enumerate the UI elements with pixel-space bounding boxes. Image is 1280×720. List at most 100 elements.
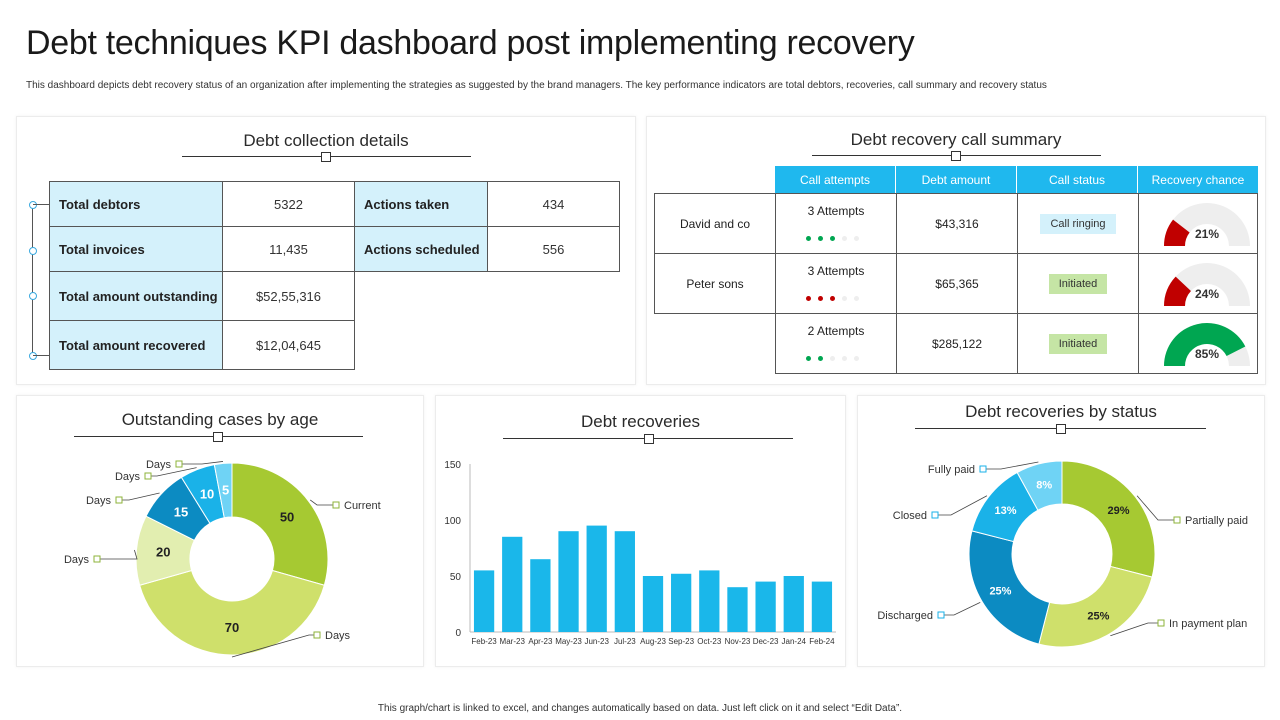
donut-slice [139,569,325,656]
slice-value-label: 50 [280,509,294,524]
y-tick-label: 100 [444,516,461,527]
donut-slice [1061,460,1156,578]
side-dot [29,247,37,255]
legend-leader-line [941,601,981,616]
recovery-gauge: 85% [1164,322,1250,366]
donut-slice [213,462,233,519]
legend-marker [1157,619,1165,627]
legend-leader-line [983,461,1039,470]
x-tick-label: Aug-23 [640,637,666,646]
legend-marker [937,611,945,619]
debtor-name-cell: David and co [654,193,776,254]
legend-marker [313,631,321,639]
attempt-dot-filled [806,355,811,361]
attempt-dot-filled [830,235,835,241]
bar [473,570,495,632]
attempt-dot-filled [830,295,835,301]
legend-label: Days [86,495,112,507]
slice-value-label: 13% [994,505,1016,517]
recovery-chance-cell: 85% [1138,313,1258,374]
bar [755,581,776,632]
bar [811,581,833,632]
call-summary-card: Debt recovery call summary Call attempts… [646,116,1266,385]
legend-label: Current [344,500,381,512]
x-tick-label: Sep-23 [668,637,694,646]
recoveries-status-title: Debt recoveries by status [965,402,1157,421]
attempt-dots [806,230,866,244]
actions-scheduled-label: Actions scheduled [354,226,488,272]
x-tick-label: May-23 [555,637,582,646]
legend-label: Discharged [877,610,933,622]
side-tick [33,355,49,356]
outstanding-cases-donut-chart: 50 Current 70 Days 20 Days 15 Days 10 Days 5 Days [64,459,381,658]
call-status-badge: Initiated [1048,333,1108,354]
bar [671,573,692,632]
legend-marker [93,555,101,563]
debt-recoveries-card: Debt recoveries 0 50 100 150 Feb-23 Mar-23 Apr… [435,395,846,667]
title-divider-knob [644,434,654,444]
bar [783,576,804,632]
call-status-badge: Call ringing [1040,213,1116,234]
legend-label: Days [146,459,172,471]
side-dot [29,292,37,300]
donut-slice [968,530,1051,645]
attempt-dot-empty [854,235,859,241]
legend-leader-line [1110,622,1161,637]
recovery-gauge: 21% [1164,202,1250,246]
attempt-dots [806,290,866,304]
slice-value-label: 25% [989,585,1011,597]
x-tick-label: Feb-23 [471,637,497,646]
call-attempts-cell: 2 Attempts [775,313,897,374]
gauge-value: 21% [1195,227,1219,241]
legend-marker [931,511,939,519]
total-recovered-value: $12,04,645 [222,320,355,370]
donut-slice [1016,460,1063,511]
legend-label: Days [64,554,90,566]
bar [502,536,523,632]
call-summary-title: Debt recovery call summary [850,130,1062,149]
call-attempts-text: 2 Attempts [807,323,865,338]
legend-label: Closed [893,510,927,522]
bar [614,531,635,632]
recovery-chance-cell: 21% [1138,193,1258,254]
debt-amount-cell: $65,365 [896,253,1018,314]
side-dot [29,352,37,360]
legend-marker [979,465,987,473]
legend-label: Days [115,471,141,483]
attempt-dot-filled [818,355,823,361]
attempt-dot-empty [842,235,847,241]
slice-value-label: 8% [1036,480,1052,492]
y-tick-label: 50 [450,572,462,583]
legend-leader-line [309,499,336,506]
call-status-badge: Initiated [1048,273,1108,294]
total-outstanding-label: Total amount outstanding [49,271,223,321]
legend-marker [1173,516,1181,524]
total-outstanding-value: $52,55,316 [222,271,355,321]
gauge-value: 85% [1195,347,1219,361]
slice-value-label: 29% [1107,505,1129,517]
donut-slice [1038,565,1153,648]
x-tick-label: Jan-24 [782,637,807,646]
title-divider-knob [1056,424,1066,434]
header-call-status: Call status [1017,166,1138,193]
x-tick-label: Nov-23 [725,637,751,646]
slice-value-label: 25% [1087,611,1109,623]
attempt-dot-filled [818,295,823,301]
outstanding-cases-title: Outstanding cases by age [121,410,319,429]
bar [586,525,607,632]
bar [530,559,551,632]
outstanding-cases-card: Outstanding cases by age 50 Current 70 Days… [16,395,424,667]
attempt-dot-filled [806,235,811,241]
attempt-dot-empty [842,355,847,361]
legend-label: Days [325,630,351,642]
attempt-dot-empty [830,355,835,361]
side-bracket [32,204,33,356]
legend-leader-line [935,495,988,516]
x-tick-label: Jul-23 [614,637,636,646]
x-tick-label: Mar-23 [500,637,526,646]
debtor-name: Peter sons [686,276,744,291]
header-call-attempts: Call attempts [775,166,896,193]
page-subtitle: This dashboard depicts debt recovery sta… [26,80,1047,91]
x-tick-label: Jun-23 [584,637,609,646]
attempt-dots [806,350,866,364]
